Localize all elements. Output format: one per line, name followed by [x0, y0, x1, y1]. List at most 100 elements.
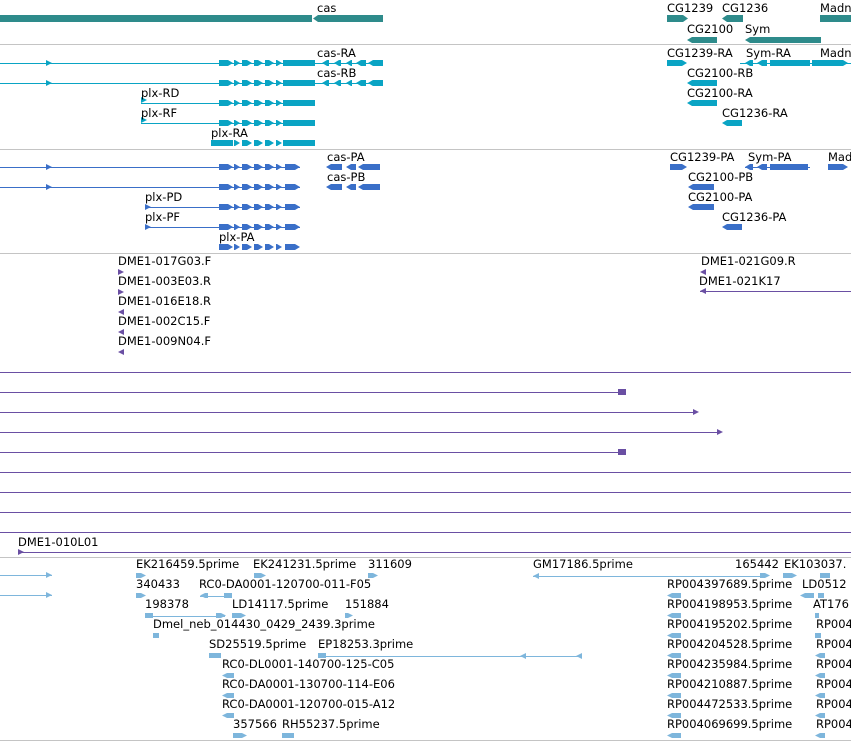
- exon-block-right[interactable]: [667, 60, 687, 66]
- exon-block-left[interactable]: [815, 693, 825, 698]
- exon-block-right[interactable]: [276, 224, 282, 230]
- exon-block-right[interactable]: [345, 613, 353, 618]
- est-block[interactable]: [153, 633, 159, 638]
- feature-end-arrow[interactable]: [46, 80, 52, 86]
- gene-cas-body[interactable]: [0, 15, 312, 22]
- exon-block-left[interactable]: [368, 60, 383, 66]
- exon-block-right[interactable]: [276, 60, 282, 66]
- exon-block-right[interactable]: [276, 120, 282, 126]
- exon-block-right[interactable]: [265, 164, 274, 170]
- exon-block-right[interactable]: [242, 224, 252, 230]
- est-block[interactable]: [815, 633, 821, 638]
- exon-block-left[interactable]: [745, 37, 821, 43]
- exon-block-right[interactable]: [234, 80, 240, 86]
- exon-block-right[interactable]: [265, 100, 274, 106]
- exon-block-right[interactable]: [234, 100, 240, 106]
- exon-block-left[interactable]: [688, 184, 714, 190]
- exon-block-right[interactable]: [265, 60, 274, 66]
- clone-end[interactable]: [618, 449, 626, 455]
- feature-end-arrow[interactable]: [46, 572, 52, 578]
- exon-block-right[interactable]: [136, 573, 146, 578]
- exon-block-right[interactable]: [254, 140, 263, 146]
- exon-block-right[interactable]: [783, 573, 797, 578]
- exon-block-left[interactable]: [356, 60, 366, 66]
- exon-block-right[interactable]: [234, 224, 240, 230]
- exon-block-left[interactable]: [687, 80, 717, 86]
- exon-block-right[interactable]: [254, 120, 263, 126]
- exon-block-right[interactable]: [242, 184, 252, 190]
- exon-block-left[interactable]: [667, 673, 681, 678]
- exon-block-right[interactable]: [219, 224, 233, 230]
- est-block[interactable]: [820, 573, 830, 578]
- exon-block-left[interactable]: [200, 593, 208, 598]
- exon-block-right[interactable]: [219, 60, 233, 66]
- exon-block-right[interactable]: [265, 140, 274, 146]
- exon-block-left[interactable]: [722, 15, 743, 22]
- exon-block-right[interactable]: [667, 15, 688, 22]
- exon-block-left[interactable]: [222, 713, 234, 718]
- exon-block-right[interactable]: [254, 60, 263, 66]
- est-block[interactable]: [818, 593, 824, 598]
- exon-block-right[interactable]: [242, 244, 252, 250]
- exon-block-right[interactable]: [276, 204, 282, 210]
- feature-end-arrow[interactable]: [141, 97, 147, 103]
- exon-block-right[interactable]: [234, 164, 240, 170]
- feature-end-arrow[interactable]: [145, 204, 151, 210]
- exon-block-right[interactable]: [276, 164, 282, 170]
- exon-block-right[interactable]: [219, 184, 233, 190]
- exon-block-right[interactable]: [828, 164, 848, 170]
- exon-block-right[interactable]: [232, 613, 246, 618]
- exon-block-right[interactable]: [265, 224, 274, 230]
- exon-block-right[interactable]: [265, 244, 274, 250]
- exon-block-left[interactable]: [815, 733, 825, 738]
- exon-block-right[interactable]: [276, 100, 282, 106]
- est-block[interactable]: [209, 653, 221, 658]
- feature-end-arrow[interactable]: [46, 164, 52, 170]
- exon-block-left[interactable]: [222, 673, 234, 678]
- feature-end-arrow[interactable]: [520, 653, 526, 659]
- exon-block-left[interactable]: [346, 164, 356, 170]
- feature-end-arrow[interactable]: [118, 309, 124, 315]
- exon-block[interactable]: [283, 100, 315, 106]
- exon-block-right[interactable]: [285, 244, 300, 250]
- exon-block-right[interactable]: [136, 593, 146, 598]
- exon-block-right[interactable]: [276, 244, 282, 250]
- exon-block-left[interactable]: [358, 164, 380, 170]
- clone-end[interactable]: [618, 389, 626, 395]
- exon-block-right[interactable]: [285, 184, 300, 190]
- exon-block-left[interactable]: [745, 164, 753, 170]
- exon-block-right[interactable]: [234, 120, 240, 126]
- exon-block-right[interactable]: [234, 60, 240, 66]
- exon-block-right[interactable]: [242, 204, 252, 210]
- exon-block-right[interactable]: [254, 204, 263, 210]
- exon-block-right[interactable]: [254, 184, 263, 190]
- exon-block-left[interactable]: [667, 693, 681, 698]
- exon-block-right[interactable]: [265, 80, 274, 86]
- exon-block-left[interactable]: [722, 224, 742, 230]
- exon-block-right[interactable]: [254, 244, 263, 250]
- exon-block-left[interactable]: [322, 80, 329, 86]
- feature-end-arrow[interactable]: [118, 329, 124, 335]
- exon-block-right[interactable]: [368, 573, 378, 578]
- exon-block-left[interactable]: [313, 15, 383, 22]
- exon-block-left[interactable]: [667, 653, 681, 658]
- exon-block-left[interactable]: [815, 673, 825, 678]
- feature-end-arrow[interactable]: [141, 117, 147, 123]
- feature-end-arrow[interactable]: [46, 592, 52, 598]
- feature-end-arrow[interactable]: [118, 349, 124, 355]
- exon-block-left[interactable]: [667, 713, 681, 718]
- feature-end-arrow[interactable]: [576, 653, 582, 659]
- exon-block-right[interactable]: [234, 244, 240, 250]
- exon-block[interactable]: [283, 80, 315, 86]
- exon-block-right[interactable]: [285, 224, 300, 230]
- feature-end-arrow[interactable]: [693, 409, 699, 415]
- exon-block-right[interactable]: [234, 184, 240, 190]
- exon-block-left[interactable]: [757, 60, 767, 66]
- exon-block-right[interactable]: [285, 164, 300, 170]
- exon-block-right[interactable]: [265, 204, 274, 210]
- exon-block-left[interactable]: [334, 80, 341, 86]
- exon-block-left[interactable]: [815, 713, 825, 718]
- exon-block-right[interactable]: [285, 204, 300, 210]
- exon-block-right[interactable]: [219, 100, 233, 106]
- feature-end-arrow[interactable]: [18, 549, 24, 555]
